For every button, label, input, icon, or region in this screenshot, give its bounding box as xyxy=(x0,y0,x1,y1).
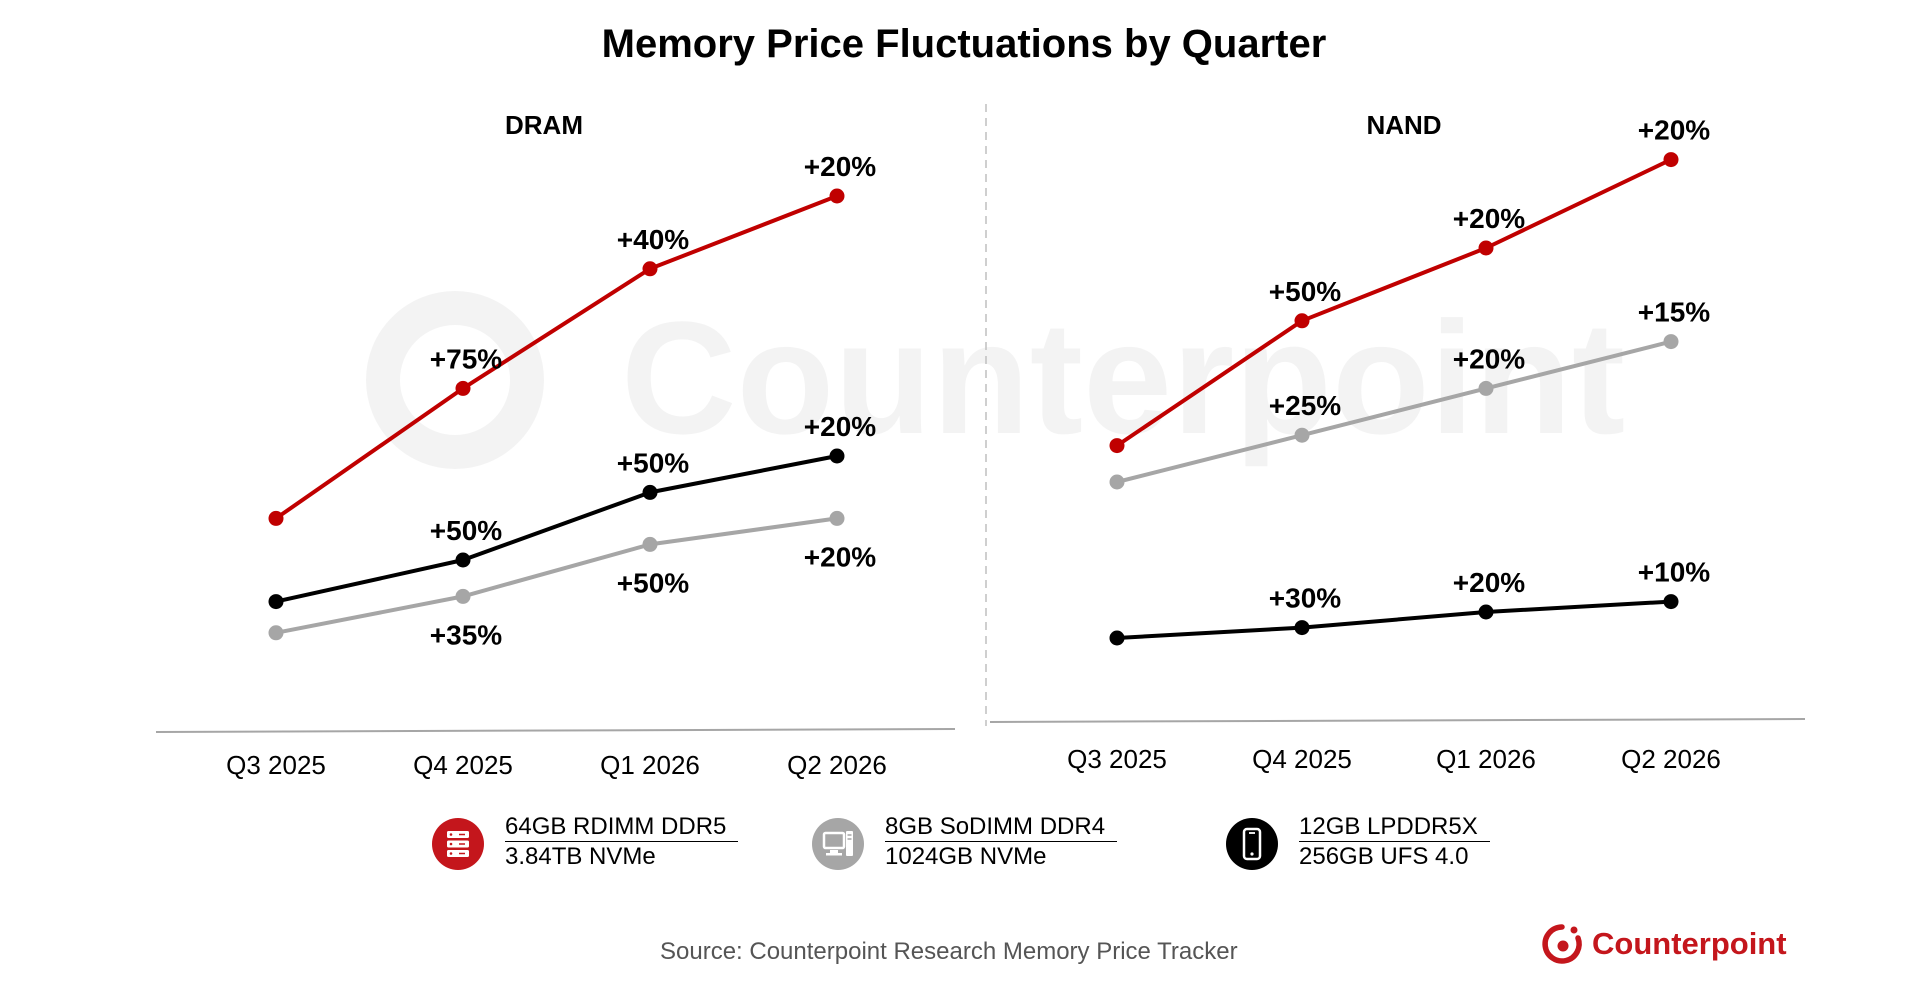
data-point xyxy=(268,510,284,526)
data-label: +20% xyxy=(1638,115,1710,146)
x-axis-line xyxy=(155,728,956,733)
data-label: +20% xyxy=(1453,343,1525,374)
data-point xyxy=(455,380,471,396)
x-tick-label: Q2 2026 xyxy=(1621,744,1721,774)
series-0: +75% +40% +20% xyxy=(268,151,876,526)
data-point xyxy=(1478,240,1494,256)
data-label: +30% xyxy=(1269,583,1341,614)
legend-label-line1: 8GB SoDIMM DDR4 xyxy=(885,812,1118,842)
series-line xyxy=(1116,599,1672,640)
data-label: +20% xyxy=(1453,203,1525,234)
data-label: +20% xyxy=(804,411,876,442)
x-tick-label: Q3 2025 xyxy=(1067,744,1167,774)
data-label: +50% xyxy=(430,515,502,546)
legend-label-line1: 64GB RDIMM DDR5 xyxy=(505,812,739,842)
series-line xyxy=(1115,157,1672,448)
data-point xyxy=(642,484,658,500)
data-point xyxy=(1109,438,1125,454)
data-point xyxy=(1109,630,1125,646)
data-label: +35% xyxy=(430,619,502,650)
data-point xyxy=(642,536,658,552)
series-line xyxy=(275,516,838,635)
x-tick-label: Q3 2025 xyxy=(226,750,326,780)
data-label: +50% xyxy=(1269,276,1341,307)
data-point xyxy=(1294,313,1310,329)
data-point xyxy=(1294,427,1310,443)
server-icon xyxy=(432,818,484,870)
data-label: +40% xyxy=(617,224,689,255)
data-label: +25% xyxy=(1269,390,1341,421)
x-tick-label: Q2 2026 xyxy=(787,750,887,780)
data-point xyxy=(1663,594,1679,610)
panel-title: DRAM xyxy=(505,110,583,140)
x-tick-label: Q4 2025 xyxy=(413,750,513,780)
desktop-computer-icon xyxy=(812,818,864,870)
counterpoint-logo-icon xyxy=(1542,924,1582,964)
legend-label-line1: 12GB LPDDR5X xyxy=(1299,812,1490,842)
data-label: +20% xyxy=(1453,567,1525,598)
data-point xyxy=(642,261,658,277)
brand-name: Counterpoint xyxy=(1592,926,1787,961)
panel-title: NAND xyxy=(1366,110,1441,140)
series-1: +50% +50% +20% xyxy=(268,411,876,610)
x-tick-label: Q4 2025 xyxy=(1252,744,1352,774)
data-label: +20% xyxy=(804,151,876,182)
data-point xyxy=(455,588,471,604)
data-point xyxy=(1663,334,1679,350)
smartphone-icon xyxy=(1226,818,1278,870)
chart-panel-nand: NAND Q3 2025 Q4 2025 Q1 2026 Q2 2026 +50% +20%… xyxy=(989,110,1806,774)
x-axis-line xyxy=(989,718,1806,723)
data-point xyxy=(1294,620,1310,636)
data-point xyxy=(268,625,284,641)
source-note: Source: Counterpoint Research Memory Pri… xyxy=(660,938,1238,965)
legend-label-line2: 256GB UFS 4.0 xyxy=(1299,843,1469,870)
data-point xyxy=(1478,604,1494,620)
series-2: +30% +20% +10% xyxy=(1109,557,1710,646)
series-line xyxy=(275,454,838,604)
data-point xyxy=(268,594,284,610)
data-label: +15% xyxy=(1638,297,1710,328)
data-point xyxy=(829,510,845,526)
legend-label-line2: 1024GB NVMe xyxy=(885,843,1047,870)
x-tick-label: Q1 2026 xyxy=(600,750,700,780)
series-line xyxy=(274,194,838,521)
series-2: +35% +50% +20% xyxy=(268,510,876,650)
x-tick-label: Q1 2026 xyxy=(1436,744,1536,774)
series-1: +25% +20% +15% xyxy=(1109,297,1710,490)
data-point xyxy=(829,448,845,464)
chart-panel-dram: DRAM Q3 2025 Q4 2025 Q1 2026 Q2 2026 +75% +40%… xyxy=(155,110,956,780)
data-label: +50% xyxy=(617,567,689,598)
data-point xyxy=(1663,152,1679,168)
data-point xyxy=(455,552,471,568)
data-label: +75% xyxy=(430,343,502,374)
data-point xyxy=(1478,380,1494,396)
series-0: +50% +20% +20% xyxy=(1109,115,1710,454)
series-line xyxy=(1116,339,1672,484)
chart-title: Memory Price Fluctuations by Quarter xyxy=(601,22,1327,66)
legend-label-line2: 3.84TB NVMe xyxy=(505,843,656,870)
data-label: +50% xyxy=(617,447,689,478)
data-label: +20% xyxy=(804,541,876,572)
data-point xyxy=(829,188,845,204)
data-point xyxy=(1109,474,1125,490)
data-label: +10% xyxy=(1638,557,1710,588)
brand-logo[interactable]: Counterpoint xyxy=(1540,922,1790,968)
